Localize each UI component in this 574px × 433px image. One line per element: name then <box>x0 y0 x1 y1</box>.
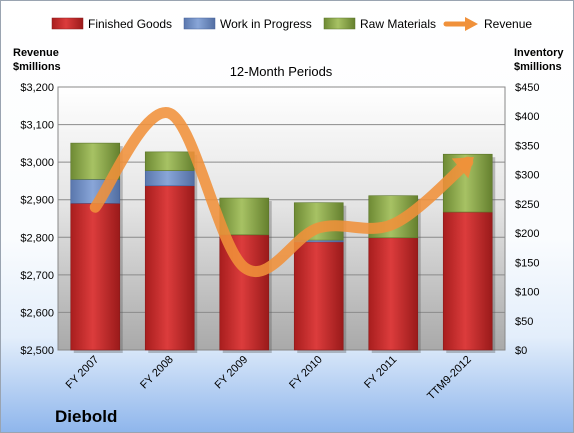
left-axis-title-line2: $millions <box>13 61 61 73</box>
right-tick-label: $250 <box>515 199 539 211</box>
legend-label-revenue: Revenue <box>484 17 532 31</box>
left-tick-label: $2,900 <box>20 195 54 207</box>
left-tick-label: $2,500 <box>20 345 54 357</box>
legend-swatch-revenue <box>443 17 478 31</box>
bar-finished-goods <box>442 211 493 351</box>
left-tick-label: $2,600 <box>20 307 54 319</box>
right-tick-label: $0 <box>515 345 527 357</box>
left-axis-ticks: $2,500 $2,600 $2,700 $2,800 $2,900 $3,000 $3,1… <box>20 82 54 357</box>
left-tick-label: $2,800 <box>20 232 54 244</box>
bar-finished-goods <box>70 203 121 351</box>
bar-raw-materials <box>144 151 195 171</box>
x-tick-label: FY 2009 <box>213 354 251 392</box>
x-tick-label: FY 2008 <box>138 354 176 392</box>
legend-label-finished-goods: Finished Goods <box>88 17 172 31</box>
grid-lines <box>58 124 505 313</box>
right-axis-title-line2: $millions <box>514 61 562 73</box>
legend-swatch-finished-goods <box>51 17 84 30</box>
x-tick-label: TTM9-2012 <box>425 354 474 403</box>
legend-swatch-raw-materials <box>323 17 356 30</box>
bar-finished-goods <box>293 241 344 351</box>
legend-label-work-in-progress: Work in Progress <box>220 17 312 31</box>
left-tick-label: $3,000 <box>20 157 54 169</box>
right-axis-ticks: $0 $50 $100 $150 $200 $250 $300 $350 $400 $450 <box>515 82 539 357</box>
revenue-line <box>89 107 474 277</box>
legend-swatch-work-in-progress <box>183 17 216 30</box>
legend: Finished Goods Work in Progress Raw Mate… <box>51 17 532 31</box>
chart-title: 12-Month Periods <box>230 64 333 79</box>
revenue-arrowhead <box>451 157 474 179</box>
company-name: Diebold <box>55 407 118 426</box>
right-tick-label: $300 <box>515 170 539 182</box>
plot-area <box>57 86 506 351</box>
bar-work-in-progress <box>144 170 195 187</box>
x-tick-label: FY 2011 <box>362 354 399 391</box>
right-tick-label: $200 <box>515 228 539 240</box>
right-axis-title-line1: Inventory <box>514 47 564 59</box>
right-tick-label: $50 <box>515 316 533 328</box>
right-tick-label: $100 <box>515 287 539 299</box>
legend-label-raw-materials: Raw Materials <box>360 17 436 31</box>
bar-finished-goods <box>144 185 195 351</box>
left-tick-label: $2,700 <box>20 270 54 282</box>
right-tick-label: $450 <box>515 82 539 94</box>
right-tick-label: $150 <box>515 257 539 269</box>
x-axis-ticks: FY 2007 FY 2008 FY 2009 FY 2010 FY 2011 TTM9-… <box>64 354 474 403</box>
left-tick-label: $3,200 <box>20 82 54 94</box>
x-tick-label: FY 2010 <box>287 354 325 392</box>
right-tick-label: $350 <box>515 140 539 152</box>
bar-finished-goods <box>368 237 419 351</box>
x-tick-label: FY 2007 <box>64 354 102 392</box>
left-axis-title-line1: Revenue <box>13 47 59 59</box>
revenue-line-path <box>89 107 474 277</box>
right-tick-label: $400 <box>515 111 539 123</box>
left-tick-label: $3,100 <box>20 120 54 132</box>
